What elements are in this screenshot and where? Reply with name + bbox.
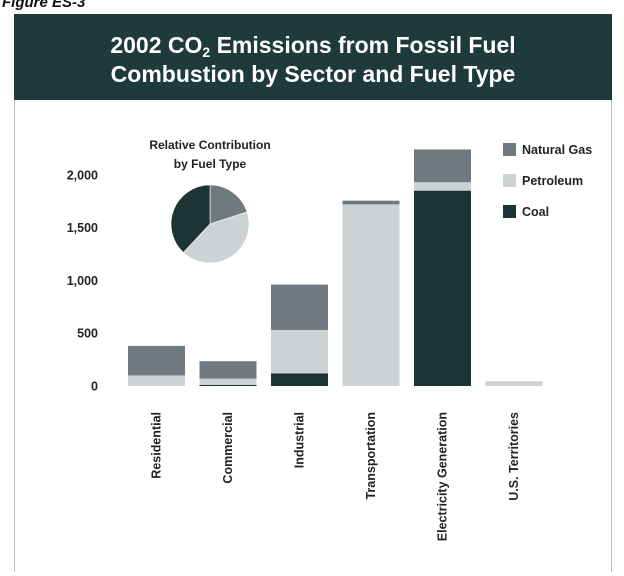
pie-title-line2: by Fuel Type: [174, 157, 247, 171]
y-axis: 0 500 1,000 1,500 2,000: [67, 168, 98, 393]
legend-swatch: [503, 143, 516, 156]
legend-label: Petroleum: [522, 174, 583, 188]
legend-swatch: [503, 174, 516, 187]
x-axis-labels: Residential Commercial Industrial Transport…: [150, 412, 522, 541]
bar-segment-natural-gas: [200, 361, 257, 378]
legend-swatch: [503, 205, 516, 218]
bar-segment-coal: [271, 373, 328, 386]
bar-segment-petroleum: [343, 204, 400, 386]
bar-segment-petroleum: [414, 182, 471, 190]
x-tick-label: Industrial: [293, 412, 307, 468]
x-tick-label: Residential: [150, 412, 164, 479]
bar-segment-natural-gas: [128, 346, 185, 376]
bar-segment-natural-gas: [343, 201, 400, 205]
bar-segment-petroleum: [271, 330, 328, 373]
legend-label: Natural Gas: [522, 143, 592, 157]
bar-segment-petroleum: [128, 375, 185, 386]
bar-segment-petroleum: [486, 381, 543, 386]
y-tick-label: 1,500: [67, 221, 98, 235]
bar-segment-coal: [414, 191, 471, 386]
x-tick-label: Transportation: [364, 412, 378, 500]
bar-segment-natural-gas: [414, 149, 471, 182]
bars: [128, 149, 543, 386]
y-tick-label: 500: [77, 327, 98, 341]
pie-title-line1: Relative Contribution: [149, 138, 270, 152]
x-tick-label: U.S. Territories: [507, 412, 521, 501]
bar-segment-coal: [200, 385, 257, 386]
y-tick-label: 1,000: [67, 274, 98, 288]
y-tick-label: 0: [91, 380, 98, 394]
x-tick-label: Electricity Generation: [436, 412, 450, 541]
legend: Natural Gas Petroleum Coal: [503, 143, 592, 219]
x-tick-label: Commercial: [221, 412, 235, 484]
y-tick-label: 2,000: [67, 168, 98, 182]
pie-chart-inset: Relative Contribution by Fuel Type: [149, 138, 270, 263]
bar-segment-petroleum: [200, 379, 257, 385]
bar-segment-natural-gas: [271, 285, 328, 330]
legend-label: Coal: [522, 205, 549, 219]
